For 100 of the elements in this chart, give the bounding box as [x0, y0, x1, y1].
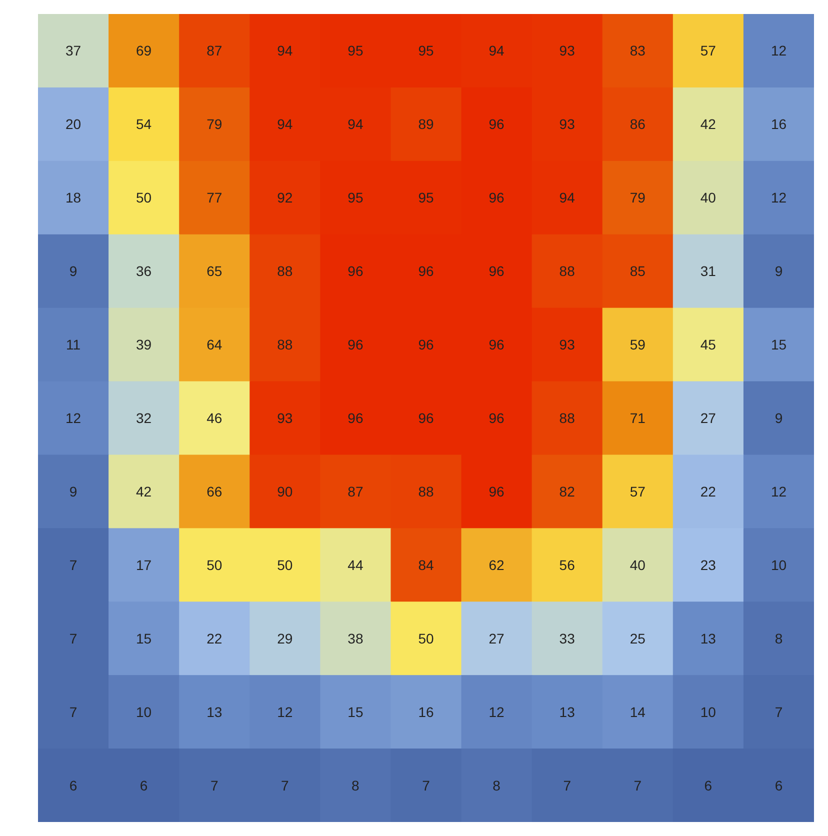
data-label: 65 [206, 263, 222, 280]
data-label: 92 [277, 190, 293, 206]
data-label: 86 [630, 116, 646, 132]
data-label: 96 [418, 410, 434, 426]
data-label: 14 [630, 704, 646, 720]
data-label: 57 [630, 483, 646, 500]
data-label: 54 [136, 116, 152, 132]
data-label: 93 [277, 410, 293, 426]
data-label: 93 [559, 336, 576, 353]
data-label: 12 [65, 410, 82, 426]
data-label: 6 [774, 777, 783, 794]
data-label: 50 [206, 556, 222, 573]
data-label: 94 [488, 42, 505, 59]
data-label: 64 [206, 336, 222, 353]
data-label: 27 [488, 630, 505, 646]
data-label: 88 [277, 336, 293, 353]
data-label: 32 [136, 410, 152, 426]
data-label: 39 [136, 336, 152, 353]
data-label: 95 [418, 190, 434, 206]
data-label: 93 [559, 116, 576, 132]
data-label: 17 [136, 556, 152, 573]
data-label: 96 [488, 190, 505, 206]
data-label: 7 [281, 777, 290, 794]
data-label: 22 [206, 630, 222, 646]
data-label: 87 [206, 42, 222, 59]
data-label: 36 [136, 263, 152, 280]
data-label: 87 [348, 483, 364, 500]
data-label: 13 [559, 704, 576, 720]
data-label: 6 [704, 777, 712, 794]
data-label: 11 [66, 336, 81, 353]
data-label: 7 [210, 777, 218, 794]
data-label: 88 [559, 410, 576, 426]
data-label: 57 [700, 42, 716, 59]
data-label: 93 [559, 42, 576, 59]
data-label: 10 [136, 704, 152, 720]
data-label: 15 [136, 630, 152, 646]
data-label: 16 [770, 116, 787, 132]
data-label: 10 [770, 556, 787, 573]
data-label: 12 [770, 190, 787, 206]
data-label: 6 [69, 777, 78, 794]
data-label: 23 [700, 556, 716, 573]
data-label: 27 [700, 410, 716, 426]
data-label: 50 [418, 630, 434, 646]
data-label: 59 [630, 336, 646, 353]
data-label: 7 [69, 556, 78, 573]
data-label: 22 [700, 483, 716, 500]
data-label: 96 [348, 410, 364, 426]
data-label: 15 [348, 704, 364, 720]
data-label: 79 [206, 116, 222, 132]
data-label: 9 [774, 263, 783, 280]
data-label: 94 [348, 116, 364, 132]
data-label: 95 [348, 42, 364, 59]
data-label: 42 [136, 483, 152, 500]
data-label: 82 [559, 483, 576, 500]
data-label: 84 [418, 556, 434, 573]
data-label: 29 [277, 630, 293, 646]
data-label: 79 [630, 190, 646, 206]
data-label: 8 [774, 630, 783, 646]
data-label: 94 [559, 190, 576, 206]
data-label: 94 [277, 116, 293, 132]
data-label: 25 [630, 630, 646, 646]
data-label: 38 [348, 630, 364, 646]
data-label: 50 [277, 556, 293, 573]
data-label: 56 [559, 556, 576, 573]
data-label: 12 [277, 704, 293, 720]
data-label: 96 [488, 116, 505, 132]
data-label: 69 [136, 42, 152, 59]
data-label: 13 [700, 630, 716, 646]
data-label: 9 [69, 483, 78, 500]
data-label: 88 [559, 263, 576, 280]
data-label: 9 [69, 263, 78, 280]
data-label: 88 [418, 483, 434, 500]
data-label: 85 [630, 263, 646, 280]
data-label: 50 [136, 190, 152, 206]
data-label: 94 [277, 42, 293, 59]
data-label: 44 [348, 556, 364, 573]
data-label: 66 [206, 483, 222, 500]
data-label: 37 [65, 42, 82, 59]
data-label: 10 [700, 704, 716, 720]
data-label: 8 [352, 777, 360, 794]
data-label: 16 [418, 704, 434, 720]
data-label: 8 [492, 777, 501, 794]
data-label: 96 [488, 410, 505, 426]
data-label: 89 [418, 116, 434, 132]
data-label: 7 [422, 777, 430, 794]
data-label: 83 [630, 42, 646, 59]
data-label: 46 [206, 410, 222, 426]
data-label: 88 [277, 263, 293, 280]
data-label: 96 [348, 336, 364, 353]
data-label: 42 [700, 116, 716, 132]
data-label: 62 [488, 556, 505, 573]
data-label: 12 [770, 42, 787, 59]
data-label: 7 [774, 704, 783, 720]
data-label: 20 [65, 116, 82, 132]
data-label: 7 [69, 704, 78, 720]
data-label: 31 [700, 263, 716, 280]
data-label: 12 [770, 483, 787, 500]
data-label: 96 [488, 263, 505, 280]
data-label: 90 [277, 483, 293, 500]
data-label: 40 [630, 556, 646, 573]
